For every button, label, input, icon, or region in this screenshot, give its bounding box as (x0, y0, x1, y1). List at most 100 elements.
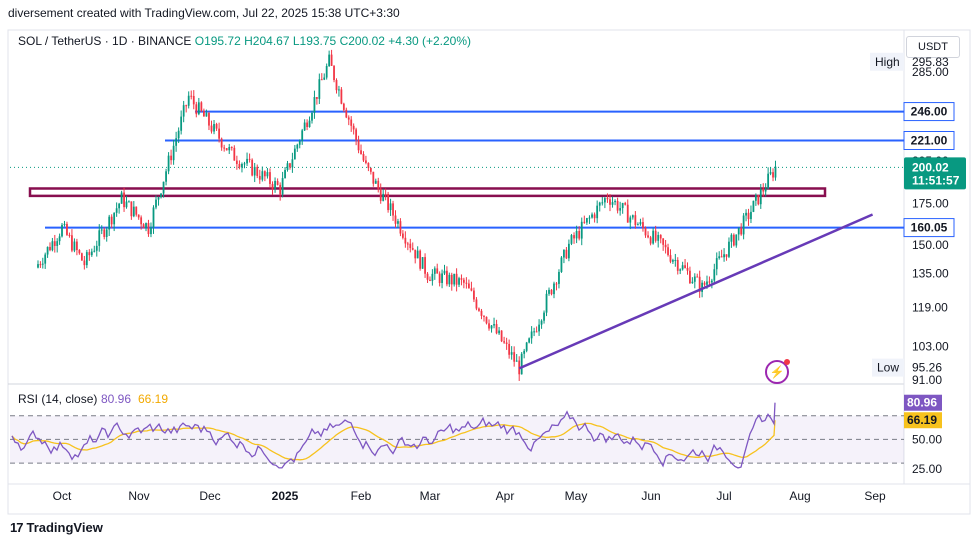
candle-body (636, 224, 639, 226)
candle-body (228, 147, 231, 151)
candle (200, 101, 203, 113)
candle (73, 238, 76, 253)
candle-body (301, 130, 304, 141)
candle (642, 217, 644, 232)
currency-unit[interactable]: USDT (906, 36, 960, 58)
candle-body (657, 234, 660, 241)
candle-body (681, 265, 684, 270)
candle (105, 226, 108, 242)
candle-body (83, 260, 86, 266)
candle-body (735, 234, 738, 246)
candle (80, 252, 83, 261)
candle-body (152, 207, 155, 228)
candle-body (105, 229, 108, 237)
candle (406, 241, 409, 251)
candle (223, 144, 226, 152)
candle-body (624, 203, 627, 205)
candle (83, 255, 86, 270)
candle-body (308, 120, 311, 128)
candle (155, 195, 157, 210)
candle (505, 337, 508, 350)
candle-body (235, 160, 238, 164)
rsi-line (11, 402, 776, 469)
candle-body (421, 257, 424, 269)
flash-icon[interactable]: ⚡ (765, 359, 790, 384)
candle (39, 261, 42, 268)
tv-logo-icon: 17 (10, 520, 24, 535)
candle (160, 193, 162, 199)
price-tick-label: 103.00 (912, 340, 949, 354)
candle (392, 200, 394, 221)
rsi-ma-value-legend: 66.19 (138, 392, 168, 406)
candle (431, 269, 434, 286)
candle (737, 227, 740, 241)
symbol-legend[interactable]: SOL / TetherUS · 1D · BINANCE O195.72 H2… (18, 34, 471, 48)
candle-body (585, 218, 588, 223)
candle (723, 248, 725, 262)
tradingview-logo[interactable]: 17 TradingView (10, 520, 103, 535)
candle (330, 49, 333, 66)
candle-body (478, 308, 480, 311)
candle-body (550, 289, 553, 295)
candle-body (256, 166, 259, 176)
candle (142, 223, 145, 229)
candle-body (150, 227, 152, 235)
candle-body (634, 215, 637, 226)
candle-body (311, 112, 313, 121)
candle-body (98, 230, 101, 246)
candle (485, 316, 488, 325)
candle-body (520, 353, 523, 375)
candle (772, 168, 774, 182)
candle (251, 158, 254, 177)
candle (740, 223, 743, 236)
time-tick-label: Sep (864, 489, 886, 503)
candle (609, 194, 611, 212)
candle (446, 266, 448, 287)
candle (735, 234, 738, 248)
candle (233, 145, 236, 161)
candle (575, 225, 578, 244)
candle (205, 109, 208, 117)
chart-frame (7, 29, 971, 515)
low-value: 95.26 (912, 361, 942, 375)
symbol-name[interactable]: SOL / TetherUS · 1D · BINANCE (18, 34, 192, 48)
candle-body (676, 259, 679, 271)
candle-body (713, 269, 716, 281)
level-label-box (903, 218, 955, 238)
candle (135, 206, 138, 217)
candle-body (350, 119, 353, 126)
candle-body (740, 227, 743, 235)
candle (624, 201, 627, 206)
candle (515, 353, 518, 362)
candle-body (115, 208, 118, 213)
candle (568, 239, 570, 262)
candle-body (213, 124, 215, 132)
price-tick-label: 175.00 (912, 196, 949, 210)
candle (510, 346, 513, 360)
candle-body (333, 65, 335, 81)
time-tick-label: Aug (789, 489, 810, 503)
candle (468, 279, 470, 289)
candle-body (286, 163, 289, 170)
candle (619, 201, 622, 216)
candle (235, 155, 238, 170)
candle (357, 135, 360, 154)
candle-body (274, 180, 276, 190)
candle (483, 315, 485, 322)
candle-body (769, 172, 772, 174)
candle (725, 254, 728, 261)
candle-body (473, 290, 475, 300)
candle (458, 276, 460, 288)
candle-body (752, 200, 755, 212)
candle-body (708, 281, 711, 283)
candle (421, 256, 424, 269)
candle-body (37, 264, 39, 268)
candle (253, 162, 256, 183)
candle (657, 231, 660, 248)
candle-body (269, 172, 271, 184)
candle-body (611, 202, 614, 205)
candle (480, 308, 483, 320)
candle (228, 143, 231, 155)
candle-body (315, 97, 318, 99)
